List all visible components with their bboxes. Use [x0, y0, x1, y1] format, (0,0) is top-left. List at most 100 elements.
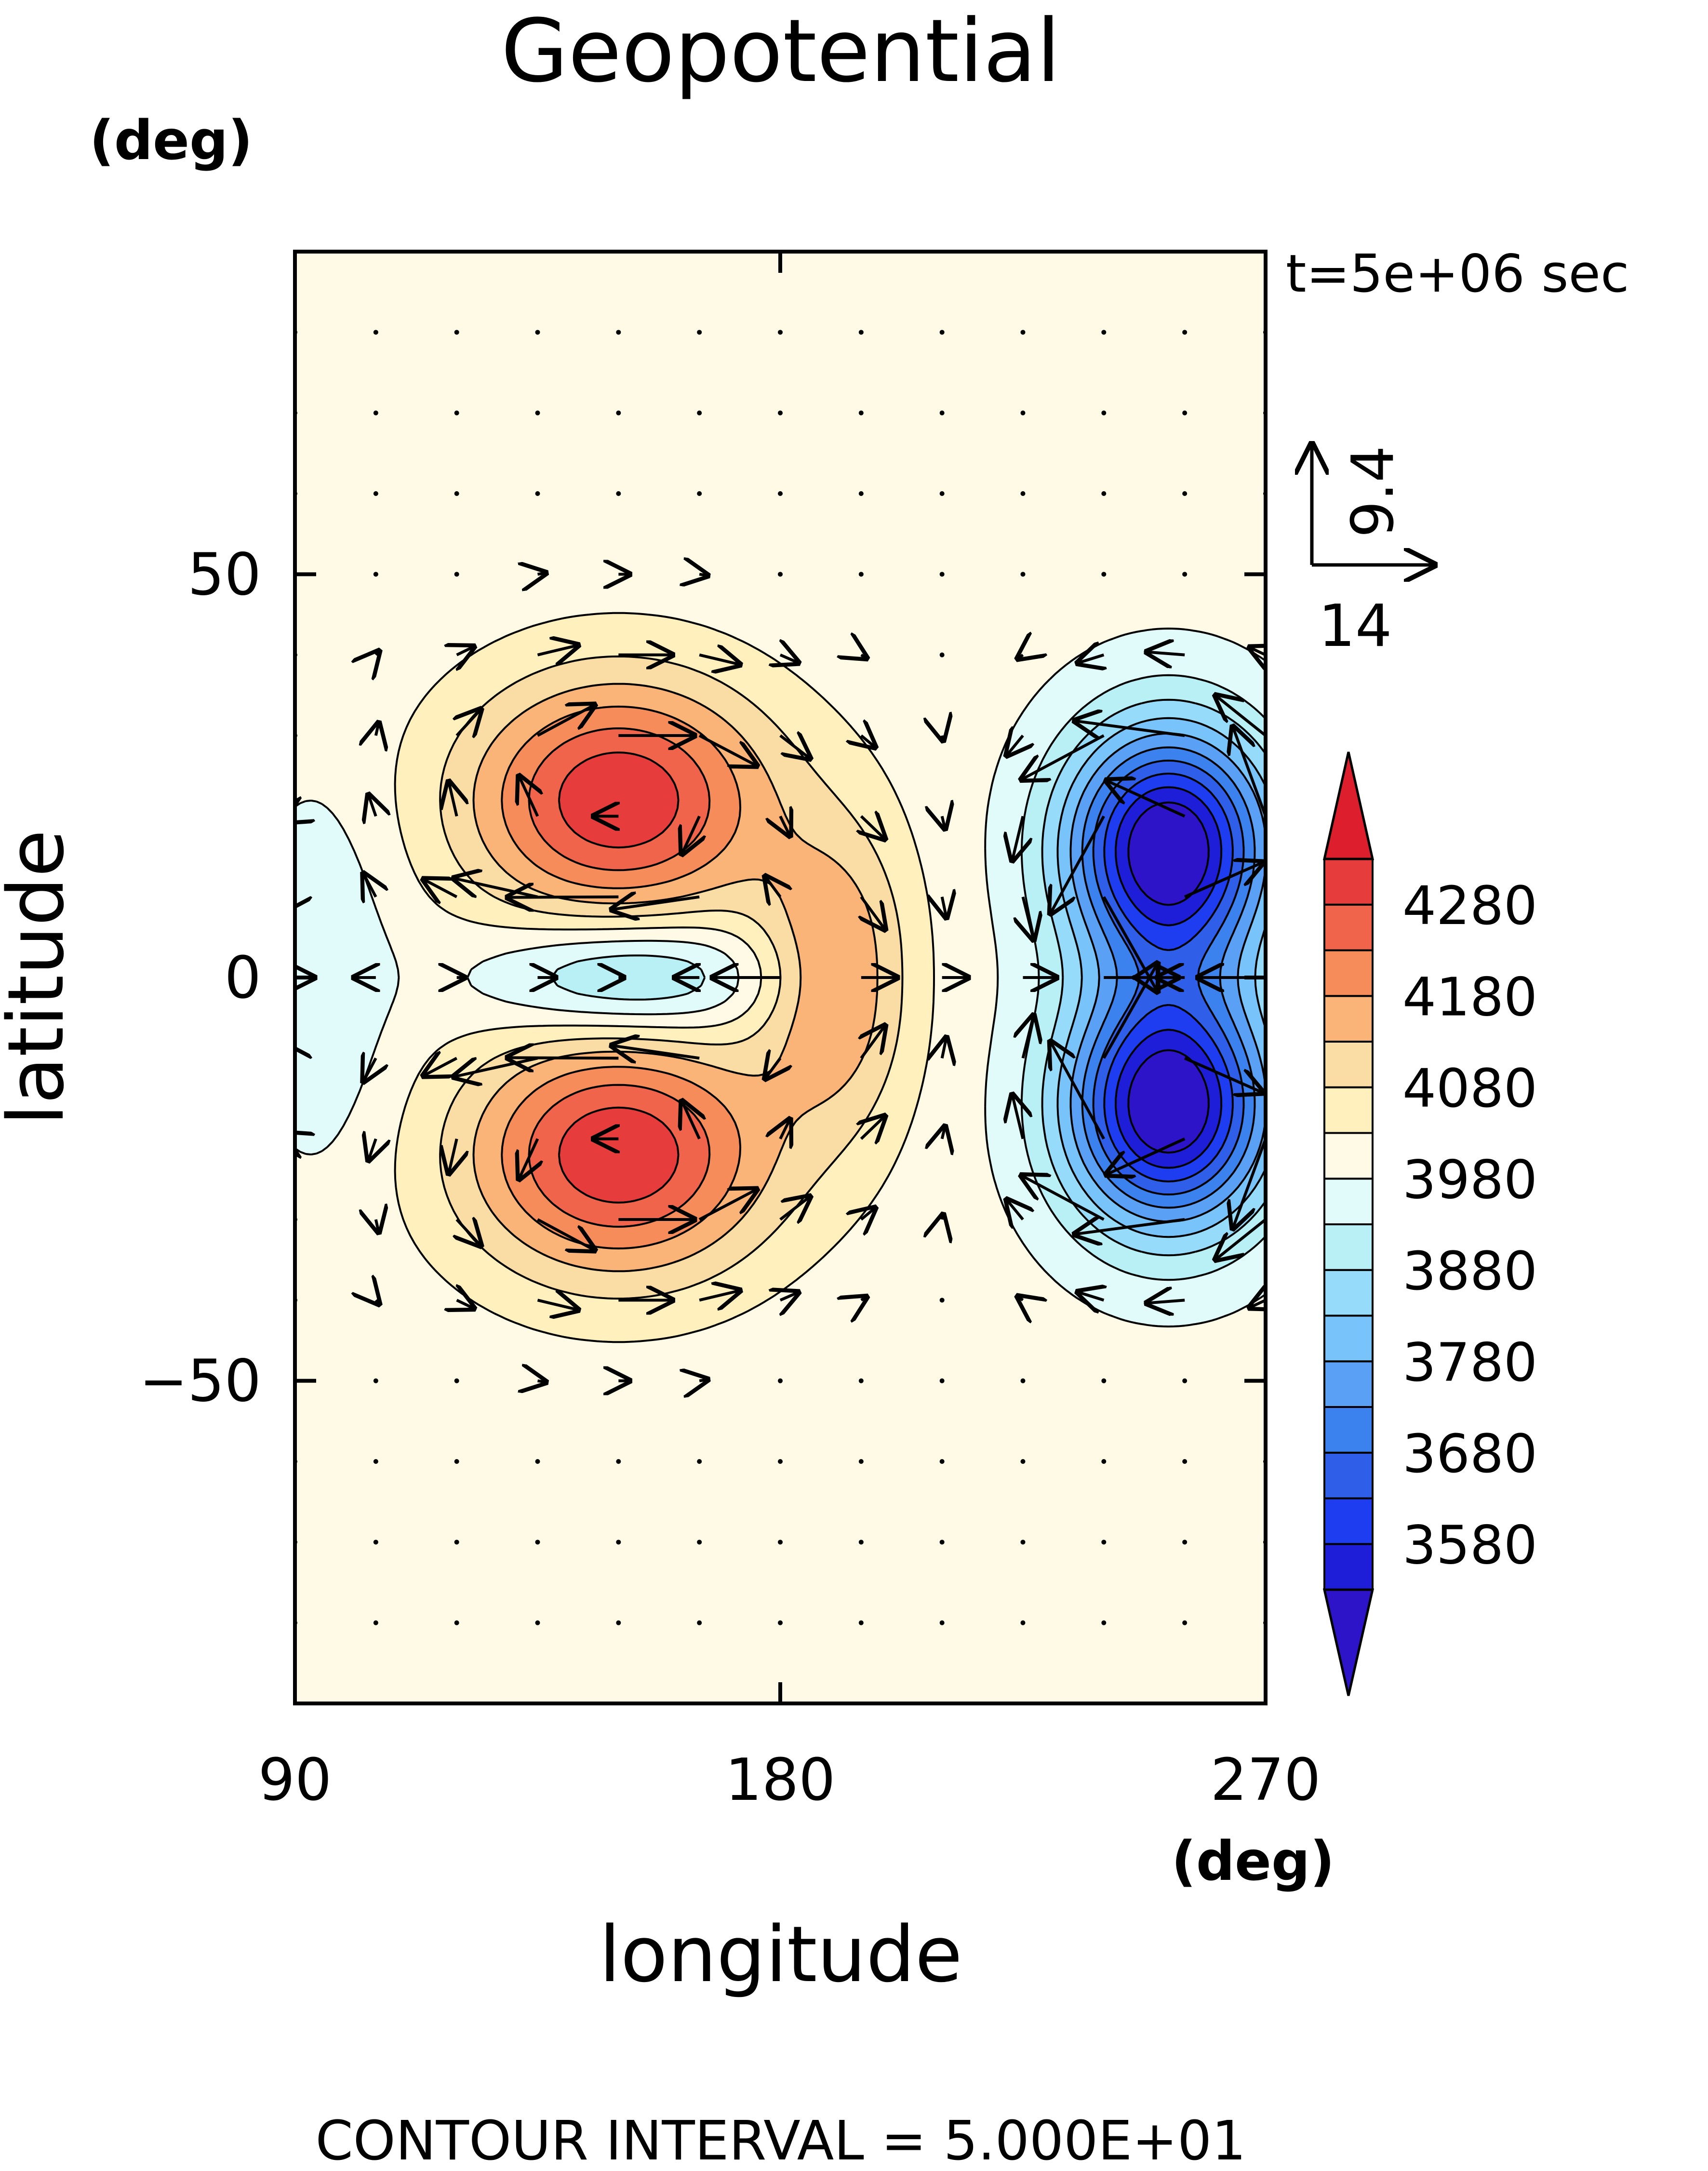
wind-vector-dot: [778, 572, 783, 577]
wind-vector: [1023, 1016, 1034, 1059]
wind-vector-dot: [858, 491, 864, 496]
wind-vector: [942, 897, 947, 918]
wind-vector: [1018, 1297, 1023, 1300]
y-units: (deg): [90, 109, 253, 172]
x-tick-label: 270: [1210, 1747, 1321, 1814]
chart-title: Geopotential: [501, 1, 1060, 102]
wind-vector: [699, 1380, 707, 1381]
wind-vector-dot: [939, 1540, 945, 1545]
contour-line: [1056, 717, 1266, 1238]
wind-vector: [861, 1297, 867, 1300]
wind-vector-dot: [1101, 1620, 1107, 1625]
wind-vector-dot: [1020, 1459, 1026, 1464]
wind-vector: [1147, 1300, 1185, 1303]
wind-vector-dot: [616, 491, 621, 496]
wind-vector: [942, 816, 945, 828]
colorbar-band: [1323, 1543, 1374, 1591]
wind-vector: [1215, 696, 1266, 737]
x-units: (deg): [1172, 1830, 1335, 1893]
wind-vector: [612, 1045, 700, 1058]
wind-vector: [537, 705, 595, 737]
wind-vector-dot: [1182, 1540, 1188, 1545]
colorbar-band: [1323, 1086, 1374, 1134]
wind-vector-dot: [616, 410, 621, 415]
wind-vector-dot: [858, 1459, 864, 1464]
colorbar-label: 4080: [1402, 1058, 1537, 1119]
wind-vector: [363, 874, 376, 897]
wind-vector-dot: [778, 410, 783, 415]
wind-vector-dot: [1182, 491, 1188, 496]
wind-vector: [1264, 893, 1266, 897]
contour-line: [1081, 746, 1256, 1209]
colorbar-band: [1323, 858, 1374, 906]
wind-vector-dot: [535, 1540, 540, 1545]
wind-vector-dot: [778, 1620, 783, 1625]
wind-vector: [780, 816, 790, 835]
wind-vector: [1107, 780, 1186, 818]
wind-vector: [1184, 862, 1263, 898]
y-tick-label: 0: [225, 945, 261, 1012]
time-label: t=5e+06 sec: [1286, 244, 1629, 304]
wind-vector: [861, 896, 885, 929]
wind-vector: [538, 1381, 546, 1382]
wind-vector: [537, 1300, 578, 1310]
contour-line: [1115, 786, 1223, 1169]
plot-area: [293, 250, 1268, 1705]
wind-vector: [942, 736, 943, 740]
wind-vector-dot: [858, 410, 864, 415]
y-tick-labels: −50 0 50: [139, 541, 261, 1415]
wind-vector-dot: [939, 572, 945, 577]
wind-vector-dot: [778, 1459, 783, 1464]
wind-vector: [1107, 1137, 1186, 1175]
wind-vector: [861, 1116, 885, 1139]
colorbar-over-triangle: [1322, 751, 1374, 860]
wind-vector: [457, 647, 474, 655]
colorbar-band: [1323, 1406, 1374, 1454]
wind-vector: [942, 1215, 943, 1220]
y-tick-label: 50: [187, 541, 261, 608]
contour-line: [558, 751, 680, 1204]
axis-ticks: [293, 252, 1268, 1703]
wind-vector: [942, 1126, 945, 1139]
wind-vector: [1012, 816, 1023, 860]
wind-vector-dot: [454, 410, 459, 415]
contour-line: [1127, 801, 1210, 1154]
wind-vector-dot: [535, 1459, 540, 1464]
wind-vector: [376, 1300, 379, 1304]
wind-vector: [1102, 964, 1157, 1059]
y-axis-label: latitude: [0, 830, 81, 1126]
wind-vector: [698, 734, 757, 765]
wind-vector-dot: [535, 491, 540, 496]
wind-vector: [942, 1038, 947, 1059]
wind-vector-dot: [939, 1459, 945, 1464]
colorbar-band: [1323, 1041, 1374, 1088]
wind-vector: [1022, 734, 1105, 779]
wind-vector-dot: [373, 330, 378, 335]
wind-vector-dot: [1020, 330, 1026, 335]
wind-vector: [699, 1290, 740, 1300]
wind-vector-dot: [454, 1620, 459, 1625]
wind-vectors: [295, 330, 1266, 1625]
wind-vector-dot: [697, 410, 702, 415]
wind-vector: [1051, 1042, 1105, 1140]
colorbar-band: [1323, 1132, 1374, 1180]
wind-vector: [861, 655, 867, 658]
colorbar-label: 3980: [1402, 1149, 1537, 1210]
wind-vector: [1147, 652, 1185, 655]
wind-vector-dot: [1101, 491, 1107, 496]
colorbar-band: [1323, 1269, 1374, 1317]
x-tick-label: 180: [725, 1747, 835, 1814]
wind-vector-dot: [1182, 1459, 1188, 1464]
wind-vector-dot: [454, 1459, 459, 1464]
wind-vector-dot: [858, 1378, 864, 1383]
wind-vector-dot: [1101, 330, 1107, 335]
reference-vector-v-label: 9.4: [1340, 446, 1407, 538]
wind-vector-dot: [454, 330, 459, 335]
wind-vector: [698, 1190, 757, 1221]
wind-vector: [538, 573, 546, 575]
wind-vector-dot: [1020, 410, 1026, 415]
wind-vector-dot: [616, 1459, 621, 1464]
wind-vector-dot: [1020, 1540, 1026, 1545]
wind-vector-dot: [939, 652, 945, 657]
wind-vector-dot: [939, 330, 945, 335]
